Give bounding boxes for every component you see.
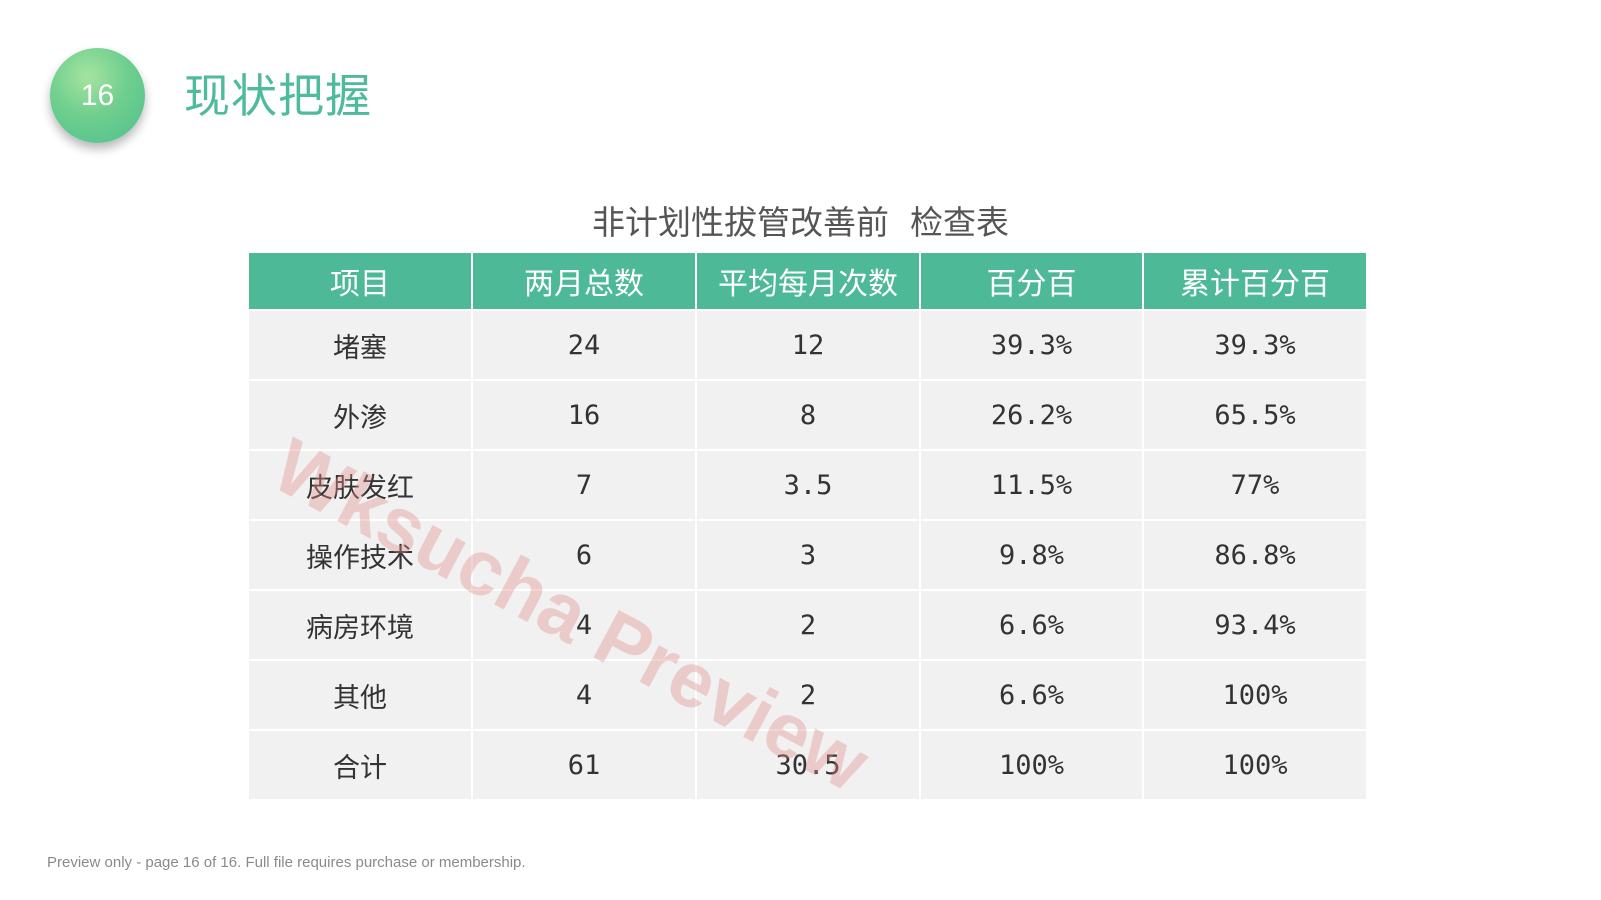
header-percent: 百分百 [920, 253, 1144, 310]
cell-cumulative: 100% [1143, 729, 1366, 799]
table-row: 皮肤发红 7 3.5 11.5% 77% [249, 449, 1366, 520]
cell-total: 7 [472, 449, 697, 520]
header-item: 项目 [249, 253, 473, 310]
table-row: 堵塞 24 12 39.3% 39.3% [249, 309, 1366, 380]
cell-item: 病房环境 [249, 589, 473, 660]
header-two-month-total: 两月总数 [472, 253, 697, 310]
cell-average: 2 [696, 659, 921, 730]
cell-cumulative: 93.4% [1143, 589, 1366, 660]
cell-average: 3 [696, 519, 921, 590]
cell-cumulative: 65.5% [1143, 379, 1366, 450]
table-row: 外渗 16 8 26.2% 65.5% [249, 379, 1366, 450]
cell-average: 8 [696, 379, 921, 450]
cell-percent: 39.3% [920, 309, 1144, 380]
cell-item: 合计 [249, 729, 473, 799]
cell-percent: 9.8% [920, 519, 1144, 590]
cell-cumulative: 77% [1143, 449, 1366, 520]
cell-average: 30.5 [696, 729, 921, 799]
preview-footer-note: Preview only - page 16 of 16. Full file … [47, 854, 526, 871]
cell-total: 24 [472, 309, 697, 380]
cell-average: 2 [696, 589, 921, 660]
cell-total: 4 [472, 589, 697, 660]
section-title: 现状把握 [184, 69, 372, 123]
cell-percent: 6.6% [920, 589, 1144, 660]
page-number: 16 [80, 78, 115, 112]
table-total-row: 合计 61 30.5 100% 100% [249, 729, 1366, 799]
cell-percent: 11.5% [920, 449, 1144, 520]
cell-total: 4 [472, 659, 697, 730]
cell-item: 外渗 [249, 379, 473, 450]
header-monthly-average: 平均每月次数 [696, 253, 921, 310]
cell-item: 操作技术 [249, 519, 473, 590]
header-cumulative-percent: 累计百分百 [1143, 253, 1366, 310]
table-title-text: 非计划性拔管改善前 检查表 [592, 203, 1009, 242]
cell-item: 堵塞 [249, 309, 473, 380]
table-row: 其他 4 2 6.6% 100% [249, 659, 1366, 730]
check-table: 项目 两月总数 平均每月次数 百分百 累计百分百 堵塞 24 12 39.3% … [249, 253, 1366, 799]
cell-cumulative: 86.8% [1143, 519, 1366, 590]
cell-cumulative: 39.3% [1143, 309, 1366, 380]
cell-percent: 6.6% [920, 659, 1144, 730]
cell-total: 6 [472, 519, 697, 590]
table-row: 操作技术 6 3 9.8% 86.8% [249, 519, 1366, 590]
page-number-badge: 16 [50, 48, 145, 143]
cell-percent: 26.2% [920, 379, 1144, 450]
cell-average: 12 [696, 309, 921, 380]
cell-cumulative: 100% [1143, 659, 1366, 730]
cell-total: 61 [472, 729, 697, 799]
table-header-row: 项目 两月总数 平均每月次数 百分百 累计百分百 [249, 253, 1366, 310]
cell-item: 其他 [249, 659, 473, 730]
cell-average: 3.5 [696, 449, 921, 520]
cell-percent: 100% [920, 729, 1144, 799]
table-title: 非计划性拔管改善前 检查表 [0, 196, 1601, 244]
cell-total: 16 [472, 379, 697, 450]
table-row: 病房环境 4 2 6.6% 93.4% [249, 589, 1366, 660]
cell-item: 皮肤发红 [249, 449, 473, 520]
